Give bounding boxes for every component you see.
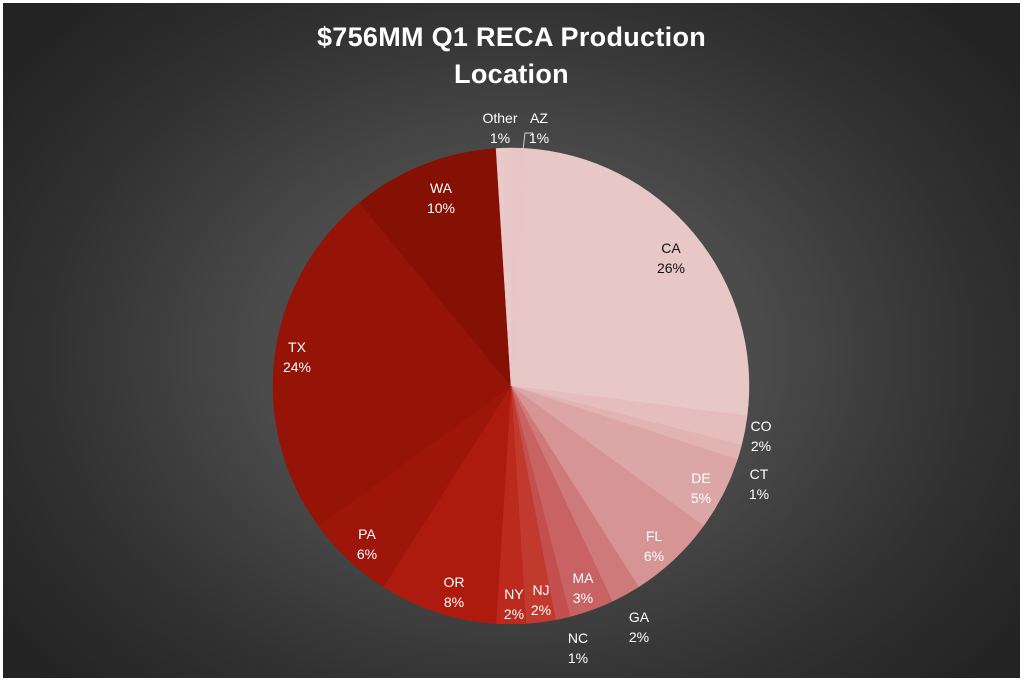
slice-value-ct: 1% bbox=[749, 486, 769, 502]
pie-slice-ca bbox=[510, 148, 750, 417]
slice-value-fl: 6% bbox=[644, 548, 664, 564]
slice-label-ny: NY bbox=[504, 586, 524, 602]
chart-title: $756MM Q1 RECA Production Location bbox=[3, 19, 1020, 93]
pie-slice-wa bbox=[358, 148, 512, 387]
pie-slice-other bbox=[495, 147, 512, 387]
slice-value-nj: 2% bbox=[531, 602, 551, 618]
slice-label-co: CO bbox=[751, 418, 772, 434]
pie-slice-or bbox=[383, 385, 512, 624]
chart-title-line-2: Location bbox=[454, 59, 569, 89]
leader-lines bbox=[522, 132, 533, 151]
slice-value-ga: 2% bbox=[629, 629, 649, 645]
chart-title-line-1: $756MM Q1 RECA Production bbox=[316, 22, 707, 52]
slice-value-ma: 3% bbox=[573, 590, 593, 606]
slice-value-ny: 2% bbox=[504, 606, 524, 622]
slice-label-az: AZ bbox=[530, 110, 548, 126]
slice-label-ma: MA bbox=[573, 570, 595, 586]
slice-value-ca: 26% bbox=[657, 260, 685, 276]
slice-label-ga: GA bbox=[629, 609, 650, 625]
slice-value-other: 1% bbox=[490, 130, 510, 146]
slice-label-ct: CT bbox=[750, 466, 769, 482]
slice-label-fl: FL bbox=[646, 528, 663, 544]
slice-label-other: Other bbox=[482, 110, 517, 126]
slice-value-az: 1% bbox=[529, 130, 549, 146]
chart-frame: $756MM Q1 RECA Production Location AZ 1% C… bbox=[3, 3, 1020, 678]
slice-value-de: 5% bbox=[691, 490, 711, 506]
slice-label-de: DE bbox=[691, 470, 710, 486]
pie-chart: AZ 1% CA 26% CO 2% CT 1% DE 5% FL 6% GA 2% MA 3% NC 1% NJ 2… bbox=[272, 110, 772, 666]
leader-line-az bbox=[522, 132, 533, 151]
slice-labels: AZ 1% CA 26% CO 2% CT 1% DE 5% FL 6% GA 2% MA 3% NC 1% NJ 2… bbox=[283, 110, 772, 666]
slice-label-nj: NJ bbox=[532, 582, 549, 598]
slice-label-pa: PA bbox=[358, 526, 376, 542]
slice-label-nc: NC bbox=[568, 630, 588, 646]
pie-slices bbox=[272, 147, 750, 625]
slice-value-co: 2% bbox=[751, 438, 771, 454]
pie-slice-tx bbox=[272, 202, 512, 527]
slice-label-ca: CA bbox=[661, 240, 681, 256]
slice-value-or: 8% bbox=[444, 594, 464, 610]
slice-value-pa: 6% bbox=[357, 546, 377, 562]
slice-value-nc: 1% bbox=[568, 650, 588, 666]
slice-label-or: OR bbox=[444, 574, 465, 590]
slice-value-tx: 24% bbox=[283, 359, 311, 375]
slice-label-wa: WA bbox=[430, 180, 453, 196]
slice-value-wa: 10% bbox=[427, 200, 455, 216]
slice-label-tx: TX bbox=[288, 339, 307, 355]
